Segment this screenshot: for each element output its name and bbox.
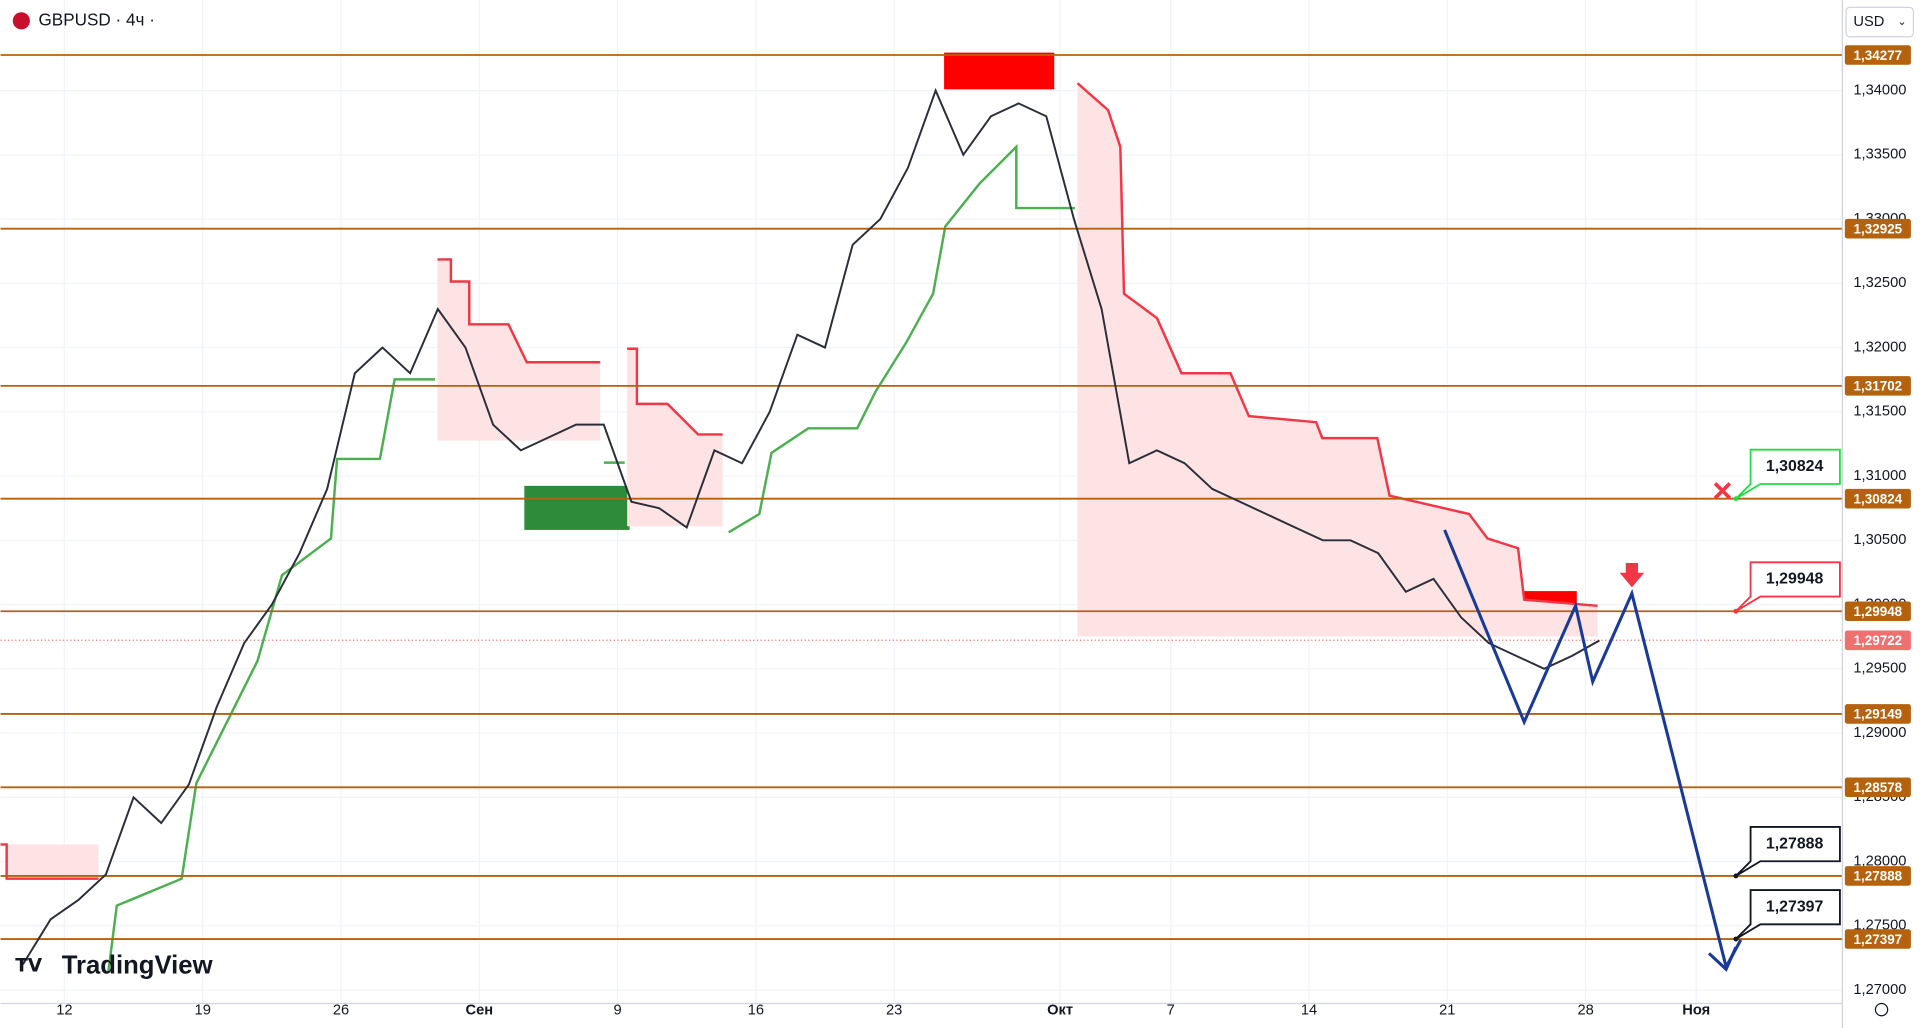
x-tick-label: 7: [1167, 1003, 1175, 1019]
callout-label: 1,27888: [1766, 835, 1824, 852]
price-axis-bg: [1842, 0, 1920, 1028]
supertrend-fill-down: [0, 83, 1598, 879]
current-price-tag: [1844, 630, 1911, 651]
cancel-mark: [1713, 482, 1732, 500]
level-tag: [1844, 376, 1911, 396]
x-tick-label: 21: [1439, 1003, 1455, 1019]
x-tick-label: 23: [886, 1003, 902, 1019]
x-tick-label: 19: [195, 1003, 211, 1019]
y-tick-label: 1,28000: [1853, 853, 1906, 869]
supertrend-down: [0, 82, 1598, 880]
y-tick-label: 1,31000: [1853, 468, 1906, 484]
x-tick-label: 14: [1301, 1003, 1317, 1019]
currency-caret: ⌄: [1897, 16, 1906, 28]
callout-label: 1,30824: [1766, 458, 1824, 475]
price-axis: 1,270001,275001,280001,285001,290001,295…: [1844, 45, 1911, 998]
down-arrow: [1619, 562, 1645, 588]
level-tag: [1844, 45, 1911, 65]
level-tag: [1844, 704, 1911, 724]
level-label: 1,29948: [1854, 604, 1903, 619]
level-label: 1,27888: [1854, 869, 1903, 884]
y-tick-label: 1,29000: [1853, 725, 1906, 741]
callout-box: [1735, 561, 1841, 613]
callout-label: 1,29948: [1766, 571, 1824, 588]
level-label: 1,28578: [1854, 780, 1903, 795]
y-tick-label: 1,33500: [1853, 147, 1906, 163]
level-label: 1,27397: [1854, 932, 1903, 947]
y-tick-label: 1,32000: [1853, 339, 1906, 355]
level-tag: [1844, 929, 1911, 949]
x-tick-label: 9: [613, 1003, 621, 1019]
x-tick-label: 12: [56, 1003, 72, 1019]
x-tick-label: Ноя: [1682, 1003, 1710, 1019]
x-tick-label: 16: [748, 1003, 764, 1019]
y-tick-label: 1,30500: [1853, 532, 1906, 548]
level-tag: [1844, 777, 1911, 798]
symbol-icon: [12, 12, 30, 30]
settings-button[interactable]: [1874, 1002, 1889, 1017]
callouts: 1,30824 1,29948 1,27888 1,27397: [1733, 448, 1841, 942]
callout-box: [1735, 448, 1841, 500]
currency-button[interactable]: [1845, 6, 1914, 38]
level-tag: [1844, 218, 1911, 239]
x-tick-label: Окт: [1047, 1003, 1073, 1019]
y-tick-label: 1,27000: [1853, 982, 1906, 998]
y-tick-label: 1,31500: [1853, 404, 1906, 420]
callout-label: 1,27397: [1766, 898, 1824, 915]
level-label: 1,30824: [1854, 491, 1903, 506]
levels: [0, 54, 1843, 940]
level-tag: [1844, 601, 1911, 622]
y-tick-label: 1,32500: [1853, 275, 1906, 291]
x-tick-label: Сен: [465, 1003, 493, 1019]
callout-box: [1735, 889, 1841, 940]
level-tag: [1844, 866, 1911, 886]
currency-label[interactable]: USD: [1853, 14, 1884, 30]
level-label: 1,34277: [1854, 48, 1903, 63]
logo-mark: 𝗧𝗩: [15, 955, 42, 976]
watermark: TradingView: [62, 952, 214, 980]
x-tick-label: 28: [1577, 1003, 1593, 1019]
symbol-title[interactable]: GBPUSD · 4ч ·: [38, 9, 154, 29]
supply-zone: [944, 52, 1055, 90]
x-tick-label: 26: [333, 1003, 349, 1019]
level-label: 1,32925: [1854, 222, 1903, 237]
current-price-label: 1,29722: [1854, 633, 1903, 648]
y-tick-label: 1,29500: [1853, 661, 1906, 677]
y-tick-label: 1,34000: [1853, 82, 1906, 98]
time-axis: 12 19 26 Сен 9 16 23 Окт 7 14 21 28 Ноя: [56, 1003, 1710, 1019]
level-label: 1,31702: [1854, 379, 1903, 394]
supertrend-up: [107, 143, 1076, 974]
level-label: 1,29149: [1854, 707, 1903, 722]
demand-zone: [524, 485, 630, 530]
level-tag: [1844, 488, 1911, 509]
price-line: [22, 87, 1600, 965]
forecast-arrow: [1707, 946, 1738, 972]
callout-box: [1735, 826, 1841, 877]
